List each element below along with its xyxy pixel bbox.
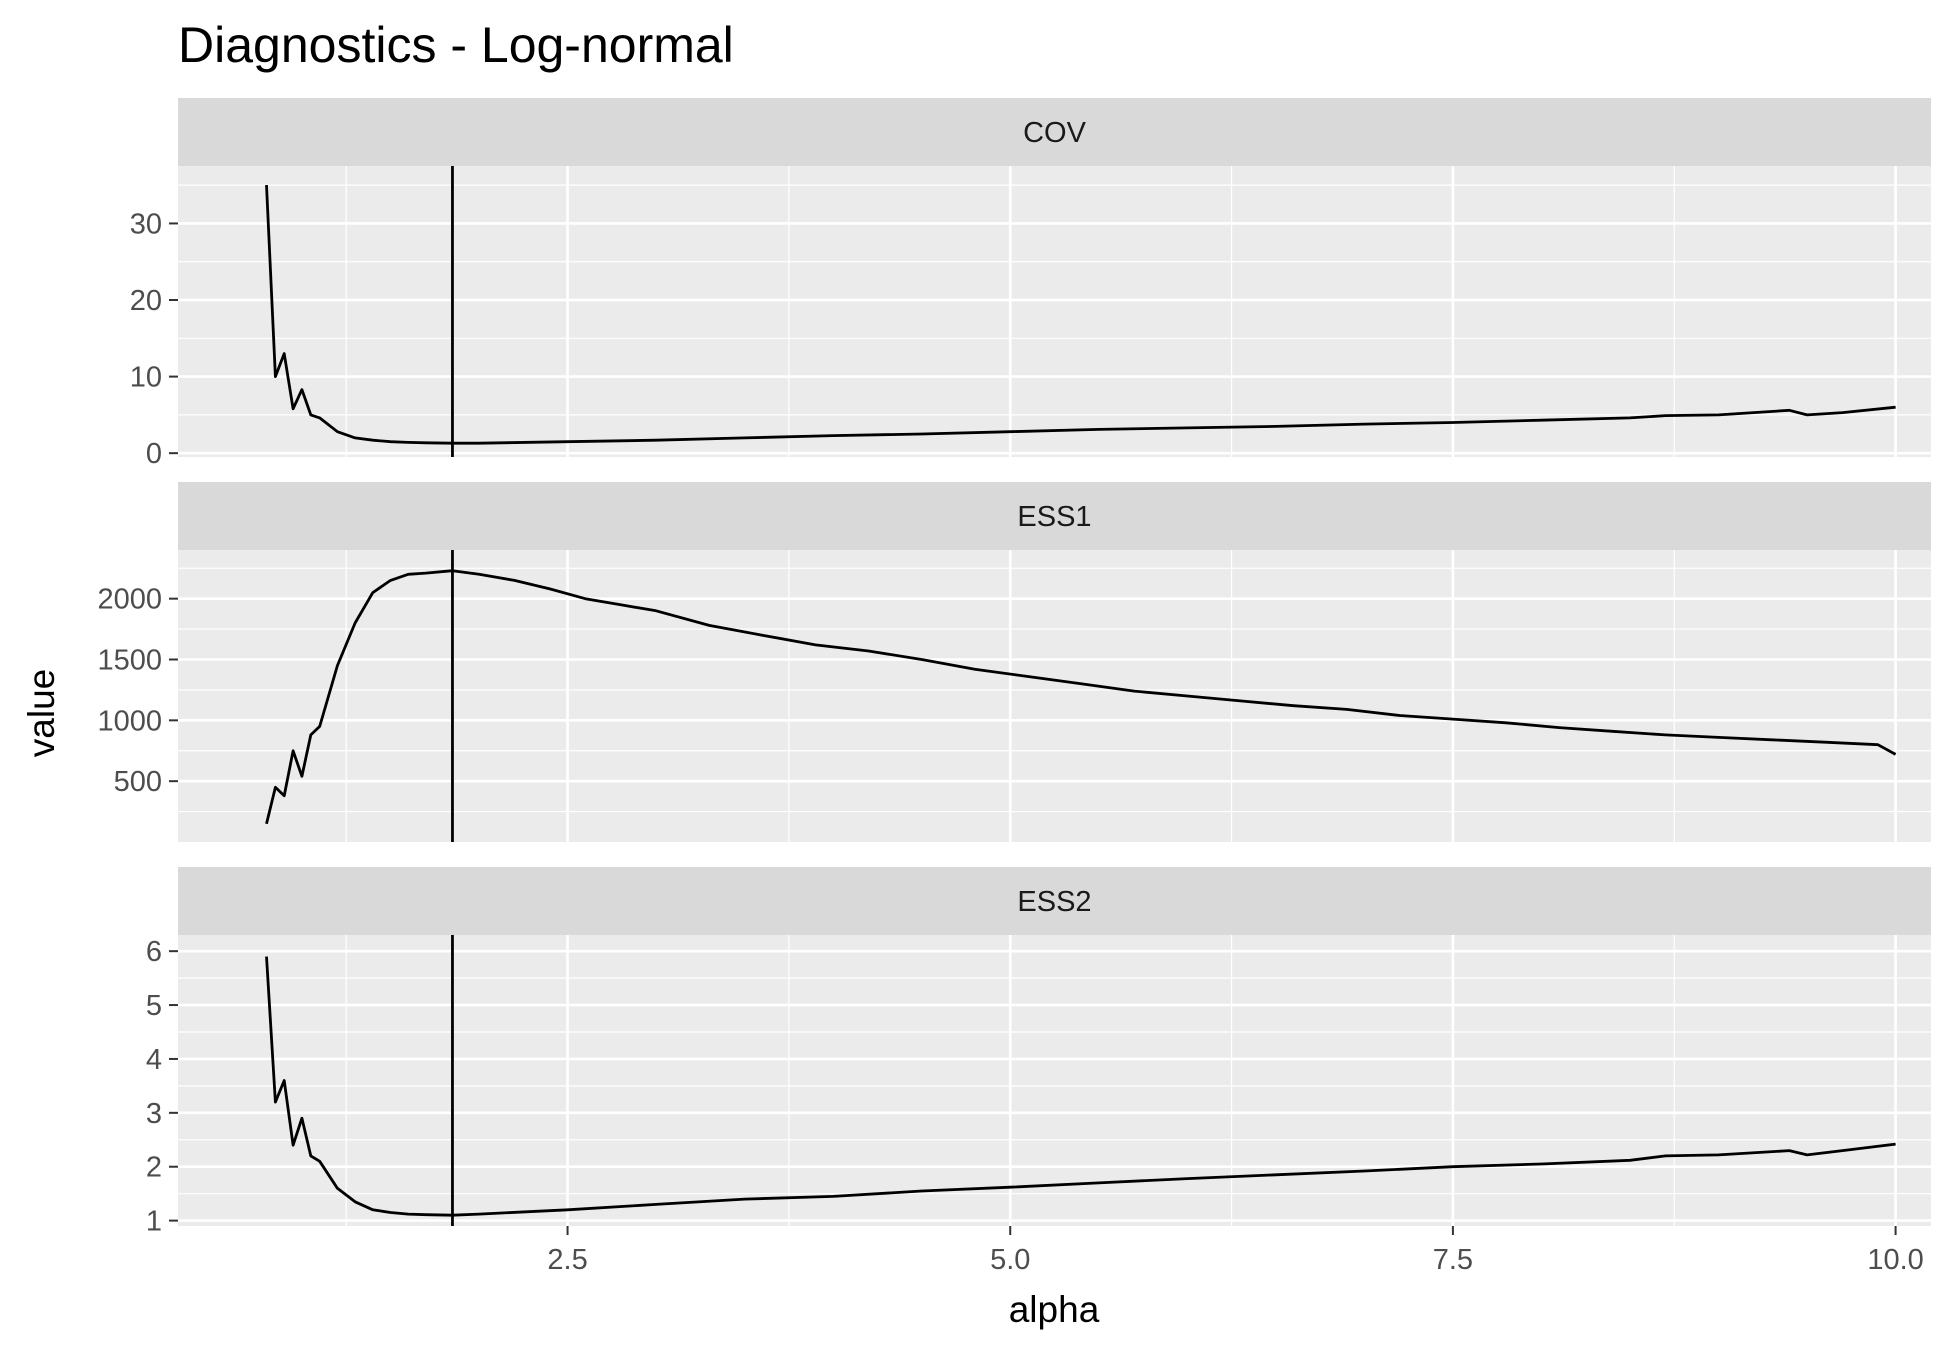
y-tick-label: 1 <box>146 1206 162 1238</box>
facet-strip-label: ESS2 <box>1017 886 1091 918</box>
chart-title: Diagnostics - Log-normal <box>178 17 734 73</box>
x-axis: 2.5 5.0 7.5 10.0 <box>547 1226 1924 1276</box>
series-line-ess2 <box>265 956 1896 1217</box>
facet-strip-label: ESS1 <box>1017 501 1091 533</box>
y-tick-label: 2000 <box>97 584 162 616</box>
y-tick-label: 10 <box>130 362 162 394</box>
series-line-ess1 <box>265 569 1897 825</box>
panel-background <box>178 166 1931 457</box>
x-tick-label: 10.0 <box>1867 1244 1923 1276</box>
y-tick-label: 30 <box>130 208 162 240</box>
facet-ess1: ESS1 500 1000 1500 2000 <box>97 482 1931 842</box>
y-tick-label: 2 <box>146 1152 162 1184</box>
series-line-cov <box>265 185 1896 445</box>
x-tick-label: 2.5 <box>547 1244 587 1276</box>
y-axis-title: value <box>21 669 62 757</box>
y-tick-label: 1000 <box>97 705 162 737</box>
facets-layer: COV 0 10 20 30 ESS1 500 1000 1500 2000 ESS2 1 2 3 4 5 6 <box>97 98 1931 1238</box>
facet-cov: COV 0 10 20 30 <box>130 98 1931 470</box>
facet-strip-label: COV <box>1023 117 1087 149</box>
x-axis-title: alpha <box>1009 1289 1100 1330</box>
facet-strip <box>178 867 1931 935</box>
facet-ess2: ESS2 1 2 3 4 5 6 <box>146 867 1931 1238</box>
y-tick-label: 1500 <box>97 645 162 677</box>
y-tick-label: 4 <box>146 1044 162 1076</box>
y-tick-label: 6 <box>146 936 162 968</box>
y-tick-label: 3 <box>146 1098 162 1130</box>
y-tick-label: 0 <box>146 438 162 470</box>
x-tick-label: 7.5 <box>1433 1244 1473 1276</box>
panel-background <box>178 935 1931 1226</box>
panel-background <box>178 550 1931 842</box>
y-tick-label: 20 <box>130 285 162 317</box>
y-tick-label: 500 <box>114 766 162 798</box>
facet-strip <box>178 482 1931 550</box>
x-tick-label: 5.0 <box>990 1244 1030 1276</box>
y-tick-label: 5 <box>146 990 162 1022</box>
facet-strip <box>178 98 1931 166</box>
